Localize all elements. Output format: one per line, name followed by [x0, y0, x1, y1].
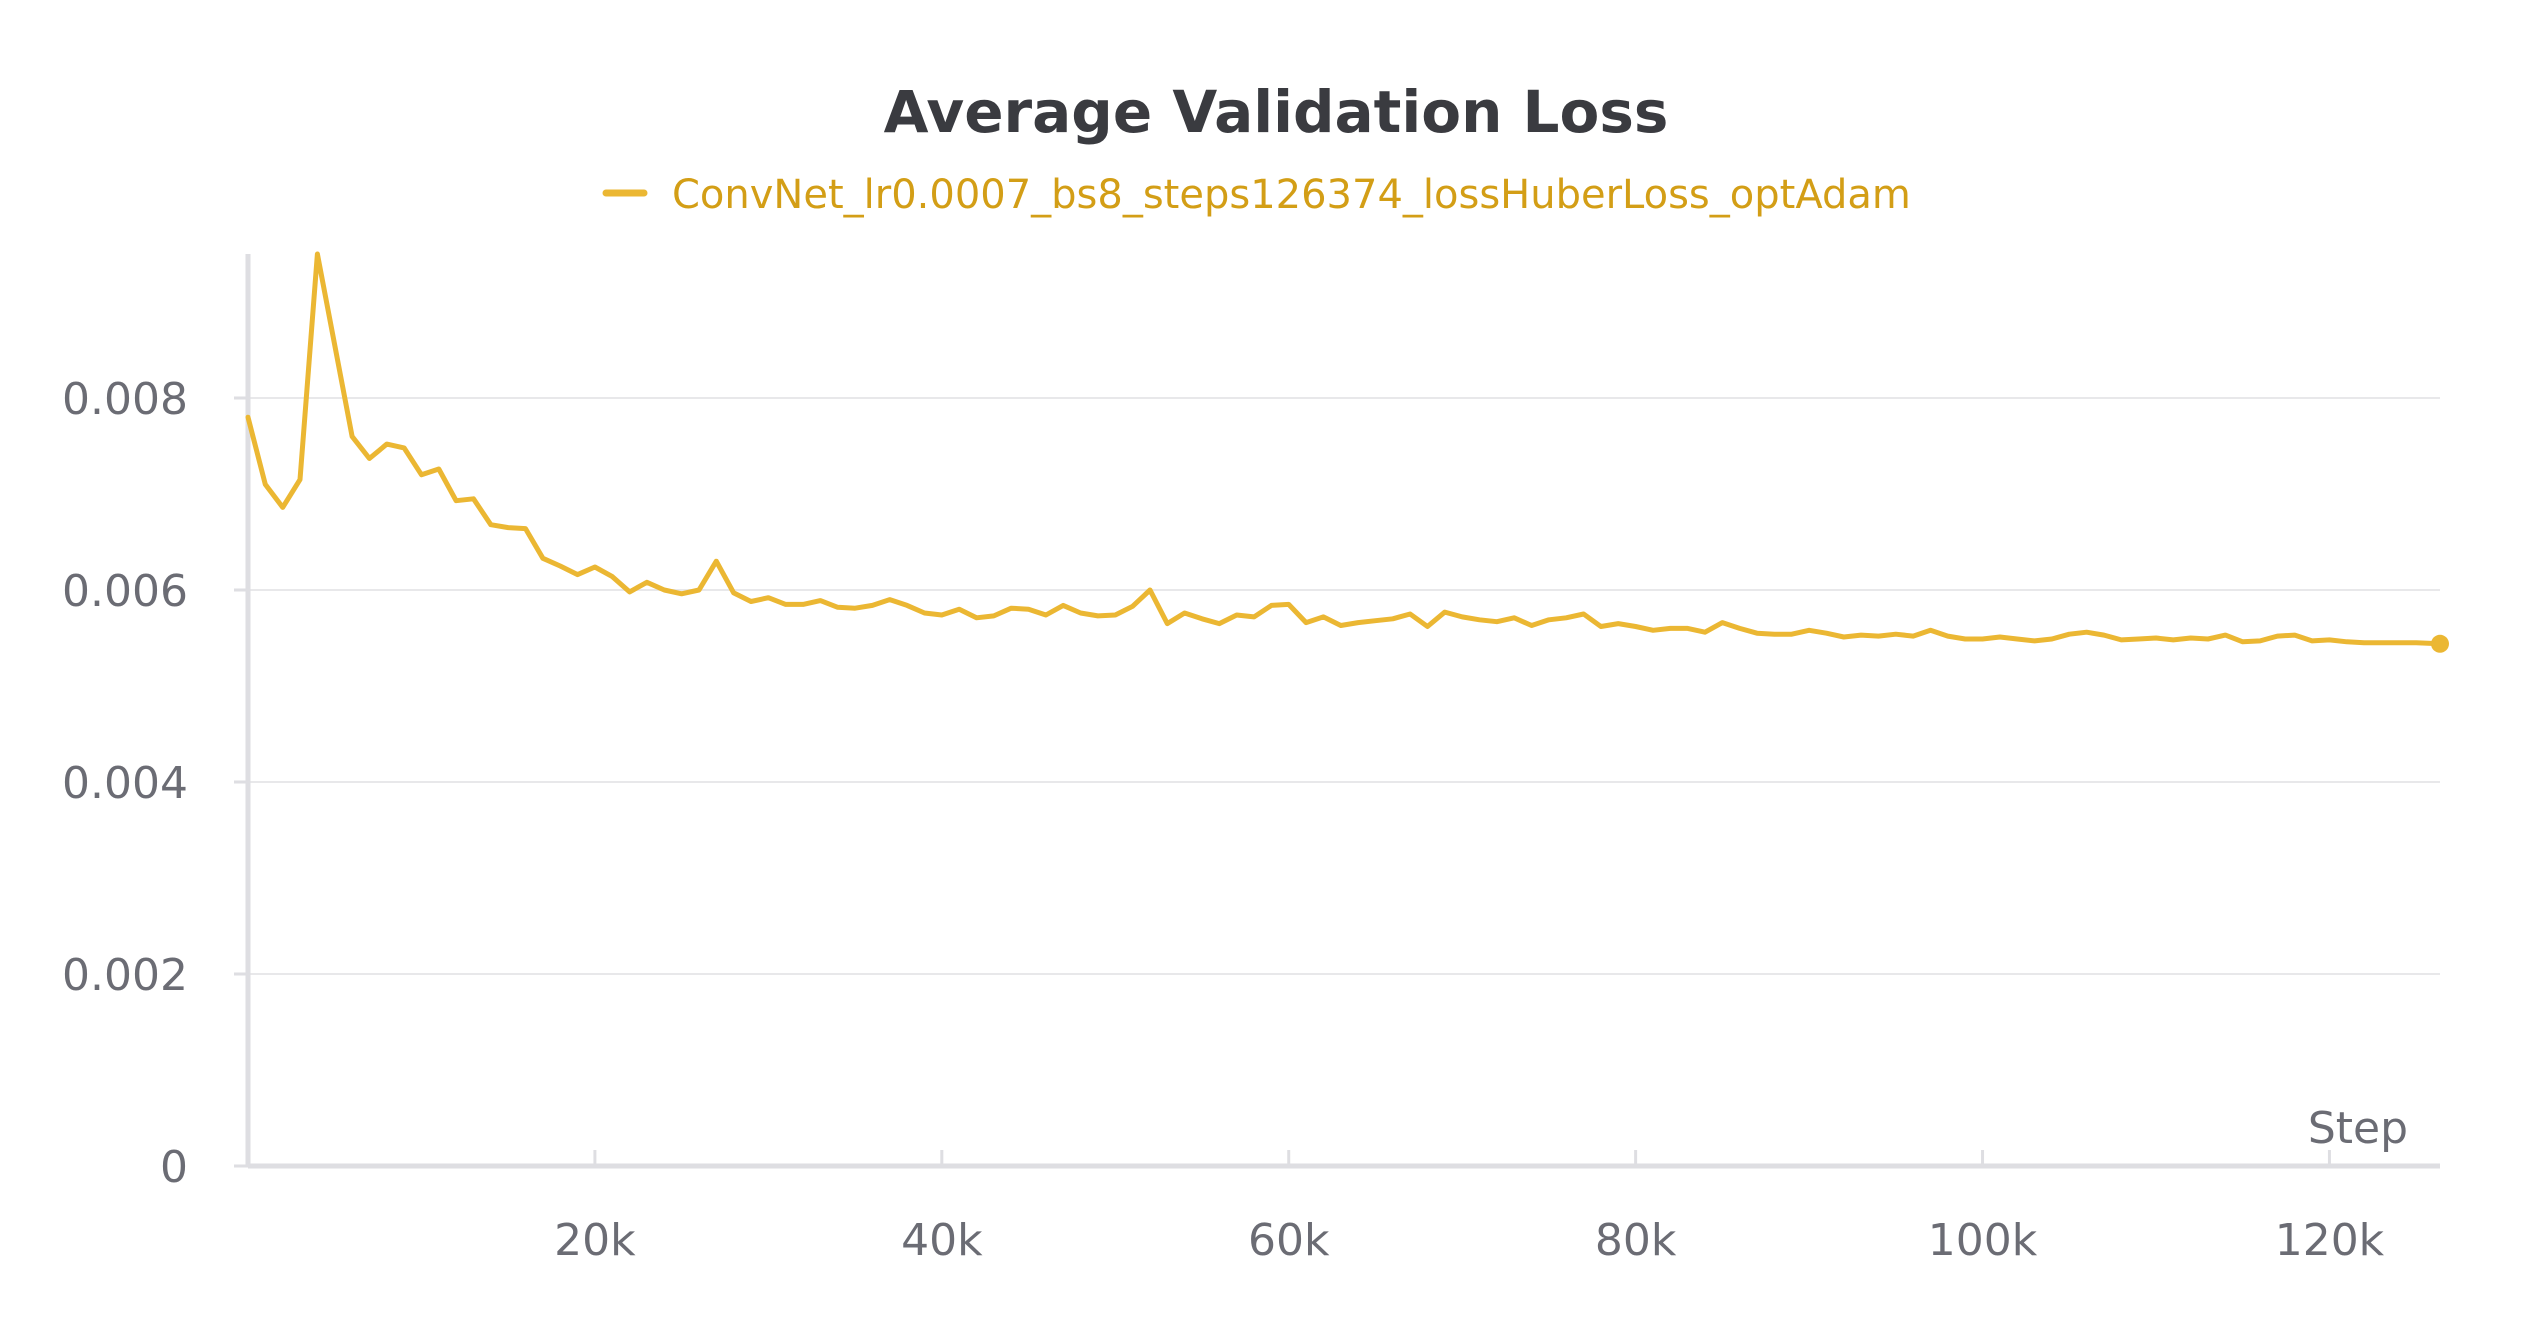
- series-end-point: [2431, 634, 2449, 653]
- x-tick-label: 120k: [2275, 1215, 2385, 1266]
- x-tick-label: 40k: [901, 1215, 983, 1266]
- y-axis-ticks: 0 0.002 0.004 0.006 0.008: [62, 374, 248, 1193]
- x-axis-label: Step: [2308, 1103, 2408, 1154]
- x-tick-label: 100k: [1928, 1215, 2038, 1266]
- axes: [245, 254, 2440, 1169]
- y-tick-label: 0.008: [62, 374, 188, 425]
- series-layer: [245, 251, 2449, 653]
- legend-entry: ConvNet_lr0.0007_bs8_steps126374_lossHub…: [672, 172, 1911, 218]
- x-tick-label: 80k: [1595, 1215, 1677, 1266]
- legend: ConvNet_lr0.0007_bs8_steps126374_lossHub…: [602, 172, 1911, 218]
- y-tick-label: 0.006: [62, 566, 188, 617]
- x-tick-label: 20k: [554, 1215, 636, 1266]
- y-tick-label: 0.002: [62, 950, 188, 1001]
- chart-title: Average Validation Loss: [884, 78, 1669, 146]
- x-tick-label: 60k: [1248, 1215, 1330, 1266]
- y-tick-label: 0.004: [62, 758, 188, 809]
- series-line: [245, 251, 2443, 647]
- grid: [248, 397, 2440, 975]
- y-tick-label: 0: [160, 1142, 188, 1193]
- x-axis-ticks: 20k 40k 60k 80k 100k 120k: [554, 1150, 2385, 1266]
